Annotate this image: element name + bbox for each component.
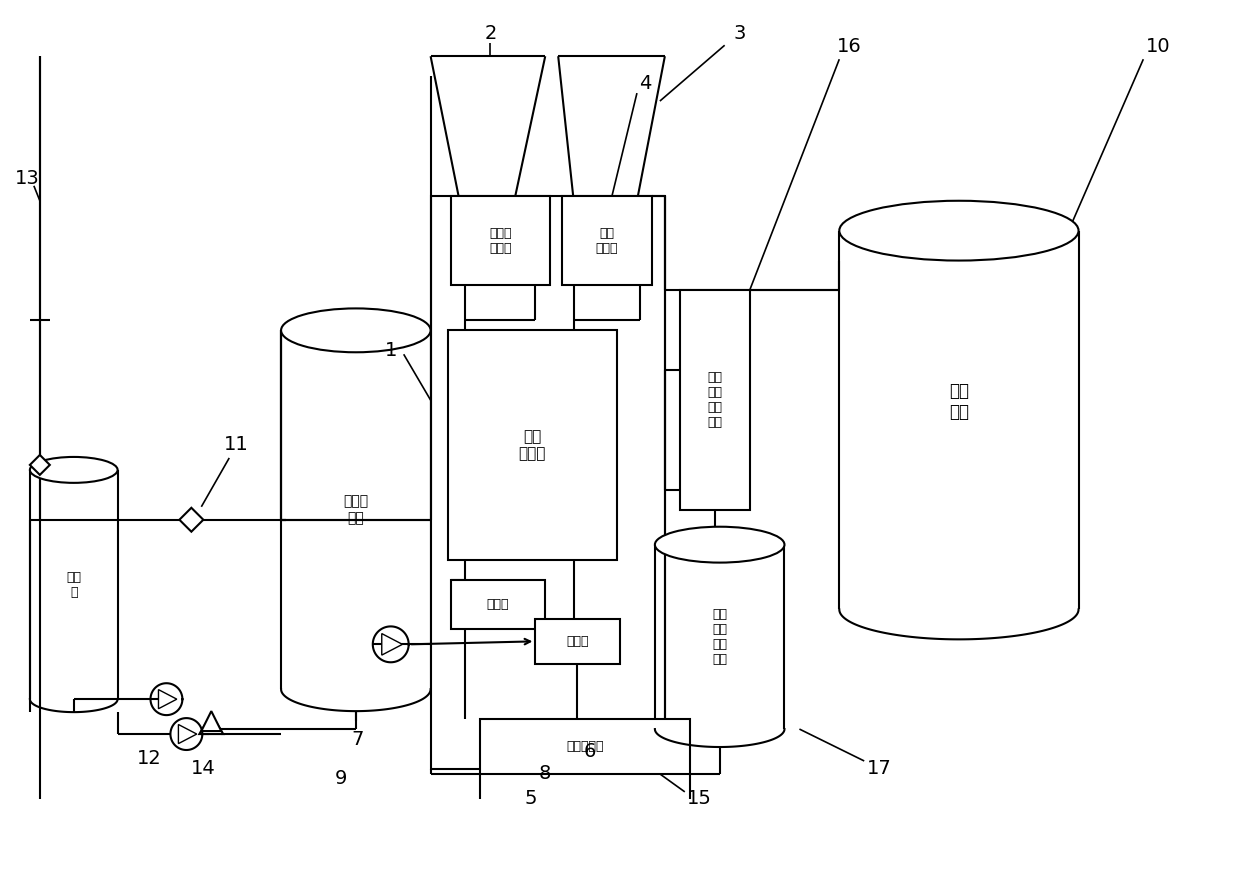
- Text: 加热
反应釜: 加热 反应釜: [518, 429, 546, 461]
- Text: 盐酸
储罐: 盐酸 储罐: [949, 382, 968, 421]
- Text: 压力表: 压力表: [486, 598, 508, 611]
- Polygon shape: [200, 714, 223, 734]
- Text: 10: 10: [1146, 37, 1171, 56]
- Text: 氯酸醙
储罐: 氯酸醙 储罐: [343, 494, 368, 525]
- Polygon shape: [179, 724, 197, 744]
- Bar: [680, 290, 750, 510]
- Bar: [536, 620, 620, 664]
- Ellipse shape: [281, 308, 430, 353]
- Text: 8: 8: [539, 765, 552, 783]
- Text: 搞拌
桶: 搞拌 桶: [66, 570, 82, 598]
- Ellipse shape: [30, 457, 118, 483]
- Text: 二氯
化氯
成品
集罐: 二氯 化氯 成品 集罐: [712, 608, 727, 666]
- Text: 17: 17: [867, 760, 892, 779]
- Text: 2: 2: [485, 24, 496, 43]
- Polygon shape: [30, 455, 50, 475]
- Bar: [480, 719, 689, 774]
- Text: 5: 5: [525, 789, 537, 808]
- Text: 16: 16: [837, 37, 862, 56]
- Text: 氯化
氢气
体回
收器: 氯化 氢气 体回 收器: [707, 371, 722, 429]
- Bar: [448, 331, 618, 560]
- Text: 1: 1: [384, 340, 397, 360]
- Text: 废水处理器: 废水处理器: [567, 739, 604, 752]
- Bar: [450, 196, 551, 285]
- Bar: [450, 579, 546, 629]
- Bar: [430, 196, 665, 769]
- Ellipse shape: [839, 200, 1079, 261]
- Text: 15: 15: [687, 789, 712, 808]
- Text: 12: 12: [138, 750, 162, 768]
- Bar: [562, 196, 652, 285]
- Text: 3: 3: [733, 24, 745, 43]
- Ellipse shape: [655, 527, 785, 563]
- Polygon shape: [180, 507, 203, 532]
- Text: 14: 14: [191, 760, 216, 779]
- Polygon shape: [201, 711, 221, 732]
- Text: 氯酸醙
计量泵: 氯酸醙 计量泵: [489, 227, 512, 255]
- Text: 4: 4: [639, 74, 651, 93]
- Polygon shape: [159, 690, 177, 709]
- Text: 水射器: 水射器: [565, 635, 589, 648]
- Text: 11: 11: [224, 436, 248, 454]
- Polygon shape: [382, 634, 403, 655]
- Text: 13: 13: [15, 170, 40, 188]
- Text: 7: 7: [352, 730, 365, 748]
- Text: 盐酸
计量泵: 盐酸 计量泵: [595, 227, 619, 255]
- Text: 6: 6: [584, 741, 596, 760]
- Text: 9: 9: [335, 769, 347, 788]
